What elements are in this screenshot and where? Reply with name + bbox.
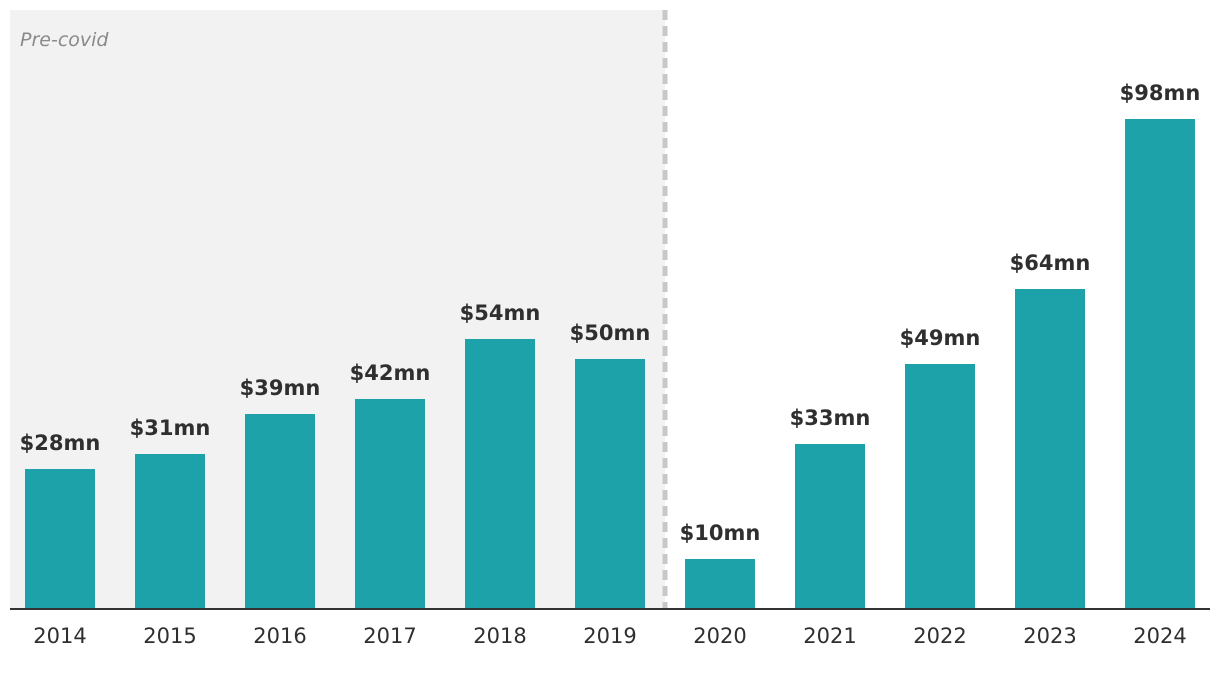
- data-label-2014: $28mn: [20, 431, 101, 455]
- data-label-2020: $10mn: [680, 521, 761, 545]
- x-tick-label-2024: 2024: [1133, 624, 1186, 648]
- x-tick-label-2018: 2018: [473, 624, 526, 648]
- x-tick-label-2020: 2020: [693, 624, 746, 648]
- bar-2022: [905, 364, 975, 609]
- pre-covid-label: Pre-covid: [20, 29, 109, 51]
- x-tick-label-2019: 2019: [583, 624, 636, 648]
- data-label-2019: $50mn: [570, 321, 651, 345]
- x-tick-label-2015: 2015: [143, 624, 196, 648]
- x-tick-label-2014: 2014: [33, 624, 86, 648]
- data-label-2017: $42mn: [350, 361, 431, 385]
- data-label-2022: $49mn: [900, 326, 981, 350]
- x-tick-label-2017: 2017: [363, 624, 416, 648]
- bar-2023: [1015, 289, 1085, 609]
- x-tick-label-2022: 2022: [913, 624, 966, 648]
- bar-2024: [1125, 119, 1195, 609]
- bar-2019: [575, 359, 645, 609]
- x-tick-labels-group: 2014 2015 2016 2017 2018 2019 2020 2021 2022 2023…: [33, 624, 1186, 648]
- bars-group: [25, 119, 1195, 609]
- bar-2016: [245, 414, 315, 609]
- x-tick-label-2023: 2023: [1023, 624, 1076, 648]
- x-tick-label-2016: 2016: [253, 624, 306, 648]
- bar-2018: [465, 339, 535, 609]
- data-labels-group: $28mn $31mn $39mn $42mn $54mn $50mn $10mn $33mn…: [20, 81, 1201, 545]
- bar-2015: [135, 454, 205, 609]
- data-label-2021: $33mn: [790, 406, 871, 430]
- bar-2020: [685, 559, 755, 609]
- x-tick-label-2021: 2021: [803, 624, 856, 648]
- data-label-2024: $98mn: [1120, 81, 1201, 105]
- bar-2017: [355, 399, 425, 609]
- bar-2014: [25, 469, 95, 609]
- bar-2021: [795, 444, 865, 609]
- data-label-2015: $31mn: [130, 416, 211, 440]
- data-label-2023: $64mn: [1010, 251, 1091, 275]
- data-label-2016: $39mn: [240, 376, 321, 400]
- data-label-2018: $54mn: [460, 301, 541, 325]
- pre-covid-region: [10, 10, 665, 609]
